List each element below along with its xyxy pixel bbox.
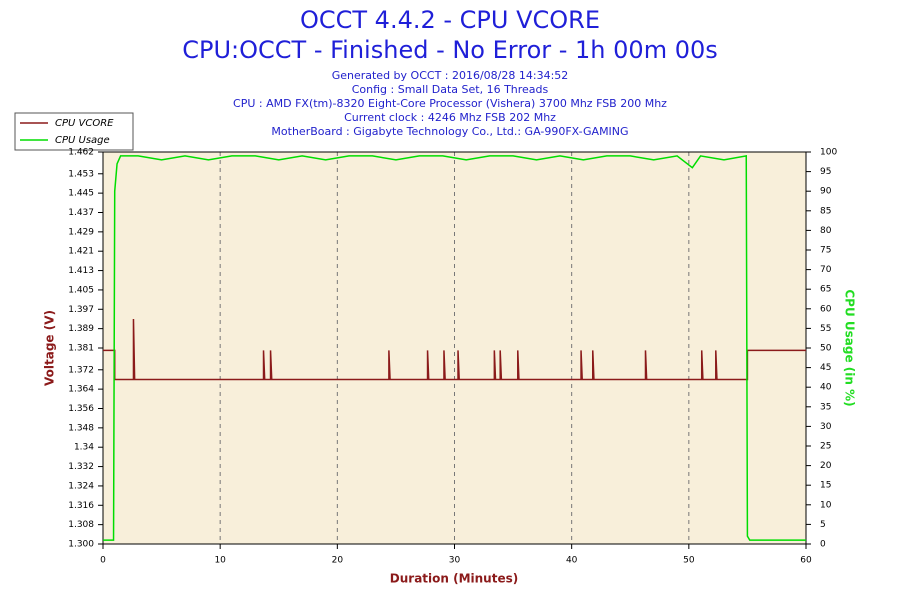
y-tick-label: 1.308 [68, 520, 94, 530]
y-tick-label: 1.356 [68, 404, 94, 414]
y2-tick-label: 0 [820, 540, 826, 550]
x-tick-label: 30 [449, 556, 461, 566]
y-tick-label: 1.437 [68, 208, 94, 218]
y2-tick-label: 35 [820, 402, 831, 412]
legend-label: CPU Usage [55, 135, 110, 146]
y-tick-label: 1.445 [68, 189, 94, 199]
y-tick-label: 1.453 [68, 169, 94, 179]
info-line: Config : Small Data Set, 16 Threads [352, 83, 549, 96]
y-tick-label: 1.429 [68, 227, 94, 237]
y-tick-label: 1.372 [68, 365, 94, 375]
y2-axis-label: CPU Usage (in %) [843, 289, 857, 406]
info-line: MotherBoard : Gigabyte Technology Co., L… [271, 125, 628, 138]
chart-subtitle: CPU:OCCT - Finished - No Error - 1h 00m … [182, 36, 718, 64]
y-tick-label: 1.381 [68, 344, 94, 354]
y2-tick-label: 85 [820, 206, 831, 216]
y2-tick-label: 5 [820, 520, 826, 530]
y2-tick-label: 55 [820, 324, 831, 334]
legend-label: CPU VCORE [55, 118, 114, 129]
y-tick-label: 1.421 [68, 247, 94, 257]
y-tick-label: 1.316 [68, 501, 94, 511]
y-tick-label: 1.364 [68, 385, 94, 395]
y2-tick-label: 95 [820, 167, 831, 177]
y2-tick-label: 75 [820, 246, 831, 256]
x-tick-label: 0 [100, 556, 106, 566]
y2-tick-label: 45 [820, 363, 831, 373]
y-tick-label: 1.397 [68, 305, 94, 315]
y2-tick-label: 60 [820, 304, 832, 314]
y-tick-label: 1.324 [68, 481, 94, 491]
y2-tick-label: 65 [820, 285, 831, 295]
y2-tick-label: 10 [820, 500, 832, 510]
y2-tick-label: 40 [820, 383, 832, 393]
y-tick-label: 1.332 [68, 462, 94, 472]
series-line [103, 318, 806, 381]
x-axis-label: Duration (Minutes) [390, 572, 518, 586]
y2-tick-label: 20 [820, 461, 832, 471]
y-tick-label: 1.462 [68, 148, 94, 158]
plot-frame [102, 151, 807, 545]
y2-tick-label: 90 [820, 187, 832, 197]
y2-tick-label: 80 [820, 226, 832, 236]
series-line [103, 155, 806, 541]
y2-tick-label: 50 [820, 344, 832, 354]
y2-tick-label: 100 [820, 148, 837, 158]
x-tick-label: 40 [566, 556, 578, 566]
x-tick-label: 50 [683, 556, 695, 566]
x-tick-label: 60 [800, 556, 812, 566]
info-line: CPU : AMD FX(tm)-8320 Eight-Core Process… [233, 97, 667, 110]
x-tick-label: 20 [332, 556, 344, 566]
info-line: Current clock : 4246 Mhz FSB 202 Mhz [344, 111, 556, 124]
info-line: Generated by OCCT : 2016/08/28 14:34:52 [332, 69, 569, 82]
chart-title: OCCT 4.4.2 - CPU VCORE [300, 6, 600, 34]
y-tick-label: 1.413 [68, 266, 94, 276]
y-tick-label: 1.348 [68, 423, 94, 433]
y2-tick-label: 30 [820, 422, 832, 432]
y2-tick-label: 25 [820, 442, 831, 452]
y2-tick-label: 70 [820, 265, 832, 275]
y-tick-label: 1.300 [68, 540, 94, 550]
y2-tick-label: 15 [820, 481, 831, 491]
y-tick-label: 1.34 [74, 443, 94, 453]
y-tick-label: 1.405 [68, 285, 94, 295]
y-tick-label: 1.389 [68, 324, 94, 334]
y-axis-label: Voltage (V) [43, 310, 57, 386]
x-tick-label: 10 [214, 556, 226, 566]
legend [14, 112, 134, 151]
